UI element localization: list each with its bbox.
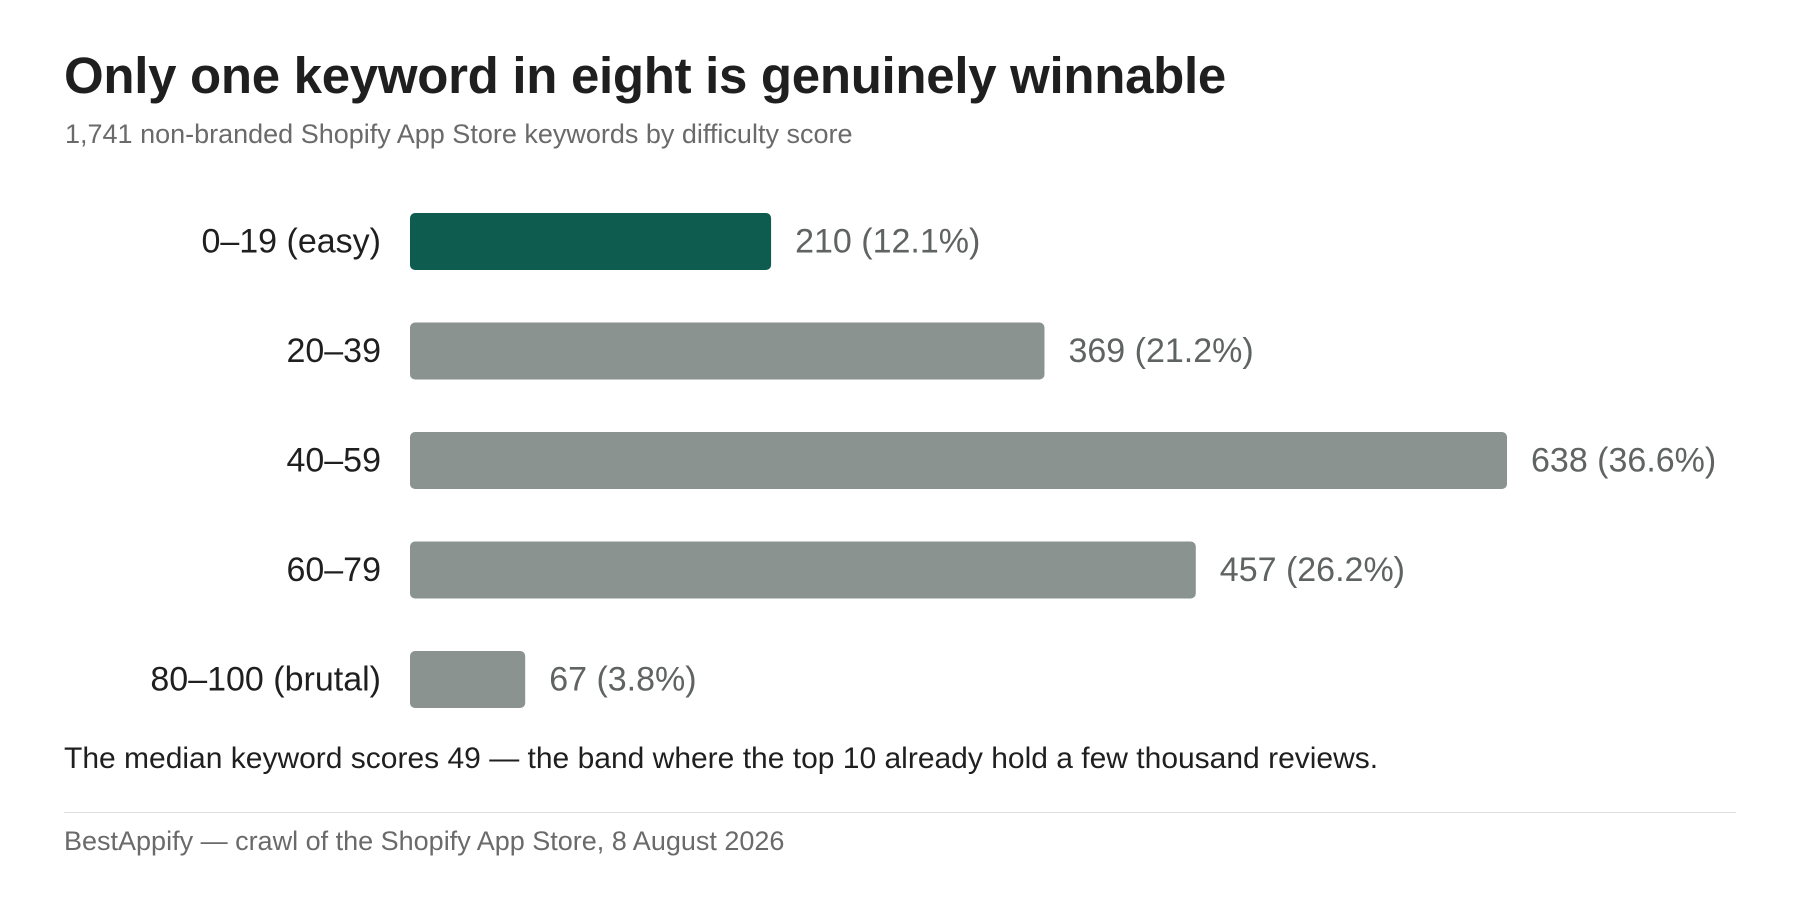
category-label: 80–100 (brutal) <box>150 661 381 699</box>
category-label: 40–59 <box>286 442 381 480</box>
value-label: 638 (36.6%) <box>1531 442 1716 480</box>
footer-divider <box>64 812 1736 813</box>
bar <box>410 432 1507 489</box>
value-label: 457 (26.2%) <box>1220 551 1405 589</box>
source-credit: BestAppify — crawl of the Shopify App St… <box>64 826 785 856</box>
chart-title: Only one keyword in eight is genuinely w… <box>64 47 1226 104</box>
chart-subtitle: 1,741 non-branded Shopify App Store keyw… <box>65 119 853 149</box>
category-label: 20–39 <box>286 332 381 370</box>
value-label: 210 (12.1%) <box>795 223 980 261</box>
value-label: 369 (21.2%) <box>1068 332 1253 370</box>
category-label: 60–79 <box>286 551 381 589</box>
median-note: The median keyword scores 49 — the band … <box>64 742 1379 775</box>
bar <box>410 541 1196 599</box>
bar <box>410 651 526 708</box>
bar-chart: 0–19 (easy) 210 (12.1%) 20–39 369 (21.2%) 40… <box>150 213 1716 708</box>
category-label: 0–19 (easy) <box>201 223 381 261</box>
bar <box>410 322 1045 380</box>
bar <box>410 213 772 270</box>
value-label: 67 (3.8%) <box>549 661 696 699</box>
